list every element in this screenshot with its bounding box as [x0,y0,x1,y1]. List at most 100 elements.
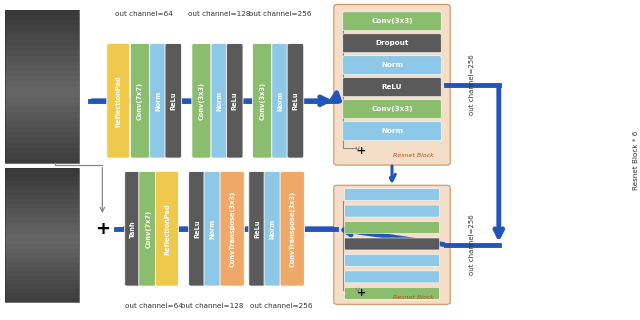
Bar [5,249,79,253]
Bar [5,204,79,208]
Text: Tanh: Tanh [130,220,136,238]
Bar [5,280,79,284]
FancyBboxPatch shape [343,122,441,140]
Bar [5,289,79,293]
Text: out channel=128: out channel=128 [181,303,244,309]
Bar [5,181,79,186]
Bar [5,86,79,92]
Bar [5,71,79,76]
Text: ReflectionPad: ReflectionPad [164,203,170,255]
Bar [5,168,79,302]
Text: out channel=256: out channel=256 [469,214,475,275]
Bar [5,10,79,15]
Bar [5,112,79,117]
Text: Dropout: Dropout [375,40,409,46]
FancyBboxPatch shape [344,221,440,234]
Text: Conv(3x3): Conv(3x3) [371,106,413,112]
FancyBboxPatch shape [334,185,450,304]
FancyBboxPatch shape [280,172,305,286]
Text: ReLU: ReLU [382,84,402,90]
Bar [5,143,79,148]
Text: Conv(3x3): Conv(3x3) [259,82,265,120]
FancyBboxPatch shape [253,44,272,158]
FancyBboxPatch shape [344,188,440,201]
Bar [5,51,79,56]
FancyBboxPatch shape [344,271,440,283]
FancyBboxPatch shape [156,172,179,286]
Bar [5,258,79,262]
Bar [5,293,79,298]
FancyBboxPatch shape [131,44,150,158]
Bar [5,107,79,112]
FancyBboxPatch shape [344,205,440,217]
Bar [5,284,79,289]
Text: Norm: Norm [209,219,215,239]
Bar [5,117,79,122]
Bar [5,186,79,190]
Text: out channel=64: out channel=64 [115,11,173,17]
Text: out channel=256: out channel=256 [250,303,312,309]
Bar [5,276,79,280]
Text: Norm: Norm [155,91,161,111]
Text: ReLu: ReLu [254,220,260,238]
FancyBboxPatch shape [150,44,166,158]
FancyBboxPatch shape [343,34,441,53]
Text: Resnet Block: Resnet Block [394,295,434,300]
Text: Resnet Block: Resnet Block [394,153,434,158]
Bar [5,66,79,71]
Bar [5,35,79,40]
Bar [5,267,79,271]
Bar [5,177,79,181]
Bar [5,138,79,143]
Text: out channel=64: out channel=64 [125,303,182,309]
FancyBboxPatch shape [343,78,441,97]
Text: Conv(7x7): Conv(7x7) [137,82,143,120]
FancyBboxPatch shape [264,172,281,286]
Bar [5,153,79,158]
Bar [5,97,79,102]
FancyBboxPatch shape [343,100,441,118]
FancyBboxPatch shape [249,172,266,286]
Text: Norm: Norm [277,91,283,111]
Bar [5,30,79,35]
Bar [5,244,79,249]
Bar [5,208,79,213]
FancyBboxPatch shape [343,12,441,31]
Text: Conv(7x7): Conv(7x7) [145,210,151,248]
Bar [5,102,79,107]
Bar [5,158,79,163]
Text: ReLu: ReLu [232,92,237,110]
Text: Norm: Norm [269,219,275,239]
Bar [5,172,79,177]
Bar [5,10,79,163]
Bar [5,122,79,127]
Bar [5,271,79,276]
Text: +: + [357,147,366,156]
Text: ReLu: ReLu [170,92,176,110]
FancyBboxPatch shape [343,56,441,75]
Bar [5,240,79,244]
Bar [5,190,79,195]
Bar [5,253,79,258]
Text: +: + [357,288,366,298]
Text: Resnet Block * 6: Resnet Block * 6 [634,130,639,190]
FancyBboxPatch shape [272,44,289,158]
Bar [5,213,79,217]
Text: Conv(3x3): Conv(3x3) [371,18,413,24]
Bar [5,148,79,153]
Bar [5,76,79,81]
FancyBboxPatch shape [344,238,440,250]
Text: ConvTranspose(3x3): ConvTranspose(3x3) [229,191,235,267]
Text: Norm: Norm [216,91,222,111]
Bar [5,127,79,132]
Bar [5,92,79,97]
Bar [5,56,79,61]
Bar [5,298,79,302]
Text: +: + [95,220,110,238]
Text: out channel=128: out channel=128 [188,11,251,17]
FancyBboxPatch shape [287,44,304,158]
Bar [5,40,79,45]
Bar [5,195,79,199]
FancyBboxPatch shape [125,172,141,286]
Text: Norm: Norm [381,128,403,134]
